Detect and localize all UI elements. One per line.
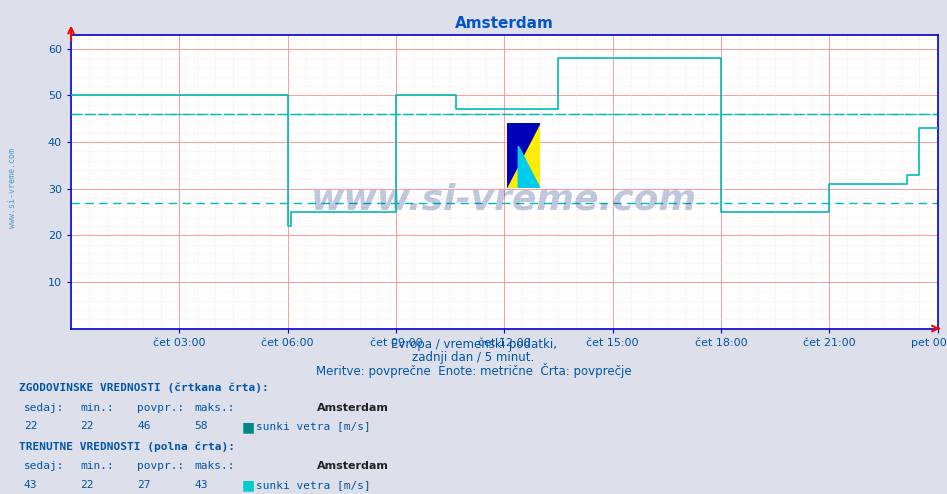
Text: Amsterdam: Amsterdam: [317, 461, 389, 471]
Text: zadnji dan / 5 minut.: zadnji dan / 5 minut.: [412, 351, 535, 364]
Text: povpr.:: povpr.:: [137, 461, 185, 471]
Text: www.si-vreme.com: www.si-vreme.com: [312, 182, 697, 216]
Text: maks.:: maks.:: [194, 403, 235, 412]
Polygon shape: [507, 124, 540, 188]
Text: www.si-vreme.com: www.si-vreme.com: [8, 148, 17, 228]
Text: Evropa / vremenski podatki,: Evropa / vremenski podatki,: [390, 338, 557, 351]
Text: 22: 22: [80, 480, 94, 490]
Text: 27: 27: [137, 480, 151, 490]
Title: Amsterdam: Amsterdam: [455, 16, 554, 31]
Text: TRENUTNE VREDNOSTI (polna črta):: TRENUTNE VREDNOSTI (polna črta):: [19, 441, 235, 452]
Text: 58: 58: [194, 421, 207, 431]
Text: 22: 22: [24, 421, 37, 431]
Polygon shape: [518, 146, 540, 188]
Text: Meritve: povprečne  Enote: metrične  Črta: povprečje: Meritve: povprečne Enote: metrične Črta:…: [315, 363, 632, 378]
Text: ■: ■: [241, 420, 255, 434]
Polygon shape: [507, 124, 540, 188]
Text: povpr.:: povpr.:: [137, 403, 185, 412]
Text: sedaj:: sedaj:: [24, 403, 64, 412]
Text: 43: 43: [194, 480, 207, 490]
Text: 43: 43: [24, 480, 37, 490]
Text: ■: ■: [241, 478, 255, 492]
Text: maks.:: maks.:: [194, 461, 235, 471]
Text: ZGODOVINSKE VREDNOSTI (črtkana črta):: ZGODOVINSKE VREDNOSTI (črtkana črta):: [19, 383, 269, 393]
Text: min.:: min.:: [80, 403, 115, 412]
Text: sunki vetra [m/s]: sunki vetra [m/s]: [256, 421, 370, 431]
Text: sunki vetra [m/s]: sunki vetra [m/s]: [256, 480, 370, 490]
Text: Amsterdam: Amsterdam: [317, 403, 389, 412]
Text: sedaj:: sedaj:: [24, 461, 64, 471]
Text: min.:: min.:: [80, 461, 115, 471]
Text: 46: 46: [137, 421, 151, 431]
Text: 22: 22: [80, 421, 94, 431]
